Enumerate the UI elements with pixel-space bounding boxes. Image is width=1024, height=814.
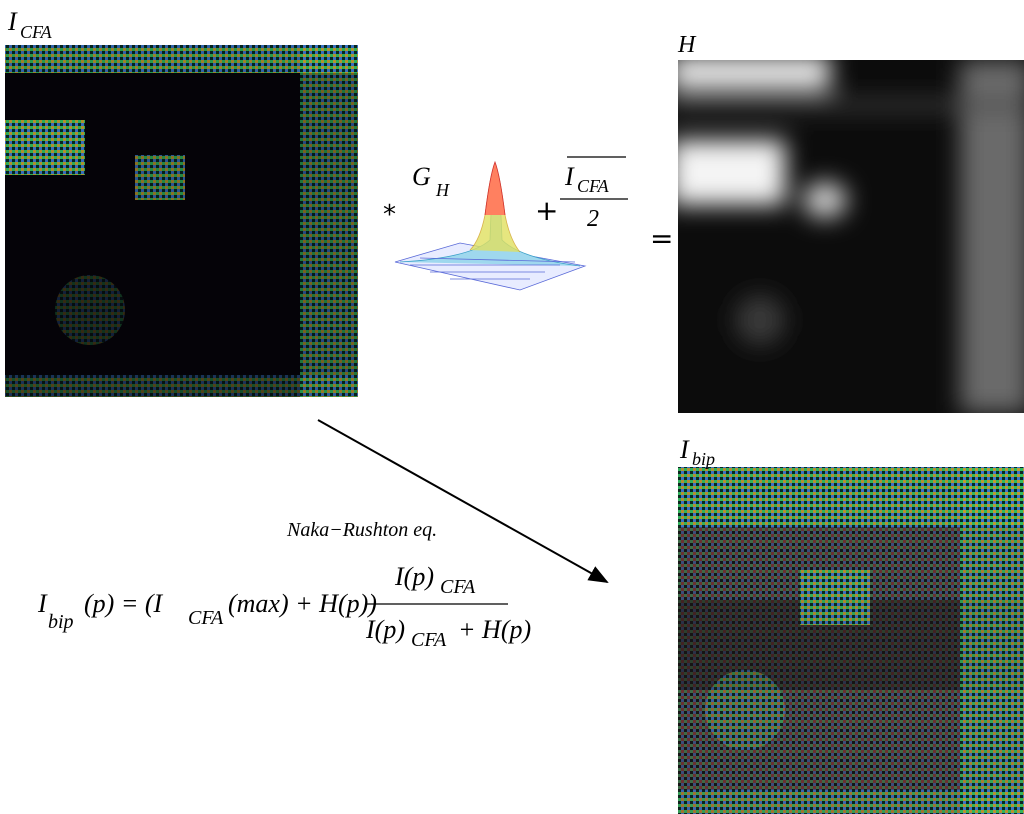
eq-den-sub: CFA bbox=[411, 629, 447, 651]
eq-lhs-rest: (p) = (I bbox=[84, 589, 164, 618]
fraction-numerator-main: I bbox=[564, 162, 575, 191]
convolve-operator: * bbox=[383, 200, 396, 230]
h-label: H bbox=[677, 32, 697, 58]
diagram: I CFA H I bip * G H + I CFA 2 = Naka−Rus… bbox=[0, 0, 1024, 814]
eq-rest: (max) + H(p)) bbox=[228, 589, 377, 618]
eq-cfa-sub: CFA bbox=[188, 607, 224, 629]
fraction-numerator-sub: CFA bbox=[577, 176, 610, 196]
ibip-label-main: I bbox=[679, 435, 690, 464]
icfa-label-sub: CFA bbox=[20, 22, 53, 42]
kernel-main: G bbox=[412, 162, 431, 191]
arrow-label: Naka−Rushton eq. bbox=[286, 519, 437, 541]
arrow bbox=[318, 420, 607, 582]
eq-den-rest: + H(p) bbox=[458, 615, 531, 644]
kernel-sub: H bbox=[435, 180, 450, 200]
icfa-image bbox=[5, 45, 358, 397]
ibip-image bbox=[678, 467, 1024, 814]
h-image bbox=[670, 55, 1024, 413]
icfa-label-main: I bbox=[7, 7, 18, 36]
eq-den-main: I(p) bbox=[365, 615, 405, 644]
eq-num-main: I(p) bbox=[394, 562, 434, 591]
fraction-denominator: 2 bbox=[587, 206, 599, 232]
equals-operator: = bbox=[650, 222, 673, 255]
plus-operator: + bbox=[535, 194, 558, 227]
ibip-label-sub: bip bbox=[692, 449, 715, 469]
equation: I bip (p) = (I CFA (max) + H(p)) I(p) CF… bbox=[37, 562, 531, 651]
eq-lhs-main: I bbox=[37, 589, 48, 618]
eq-num-sub: CFA bbox=[440, 576, 476, 598]
eq-lhs-sub: bip bbox=[48, 611, 74, 633]
